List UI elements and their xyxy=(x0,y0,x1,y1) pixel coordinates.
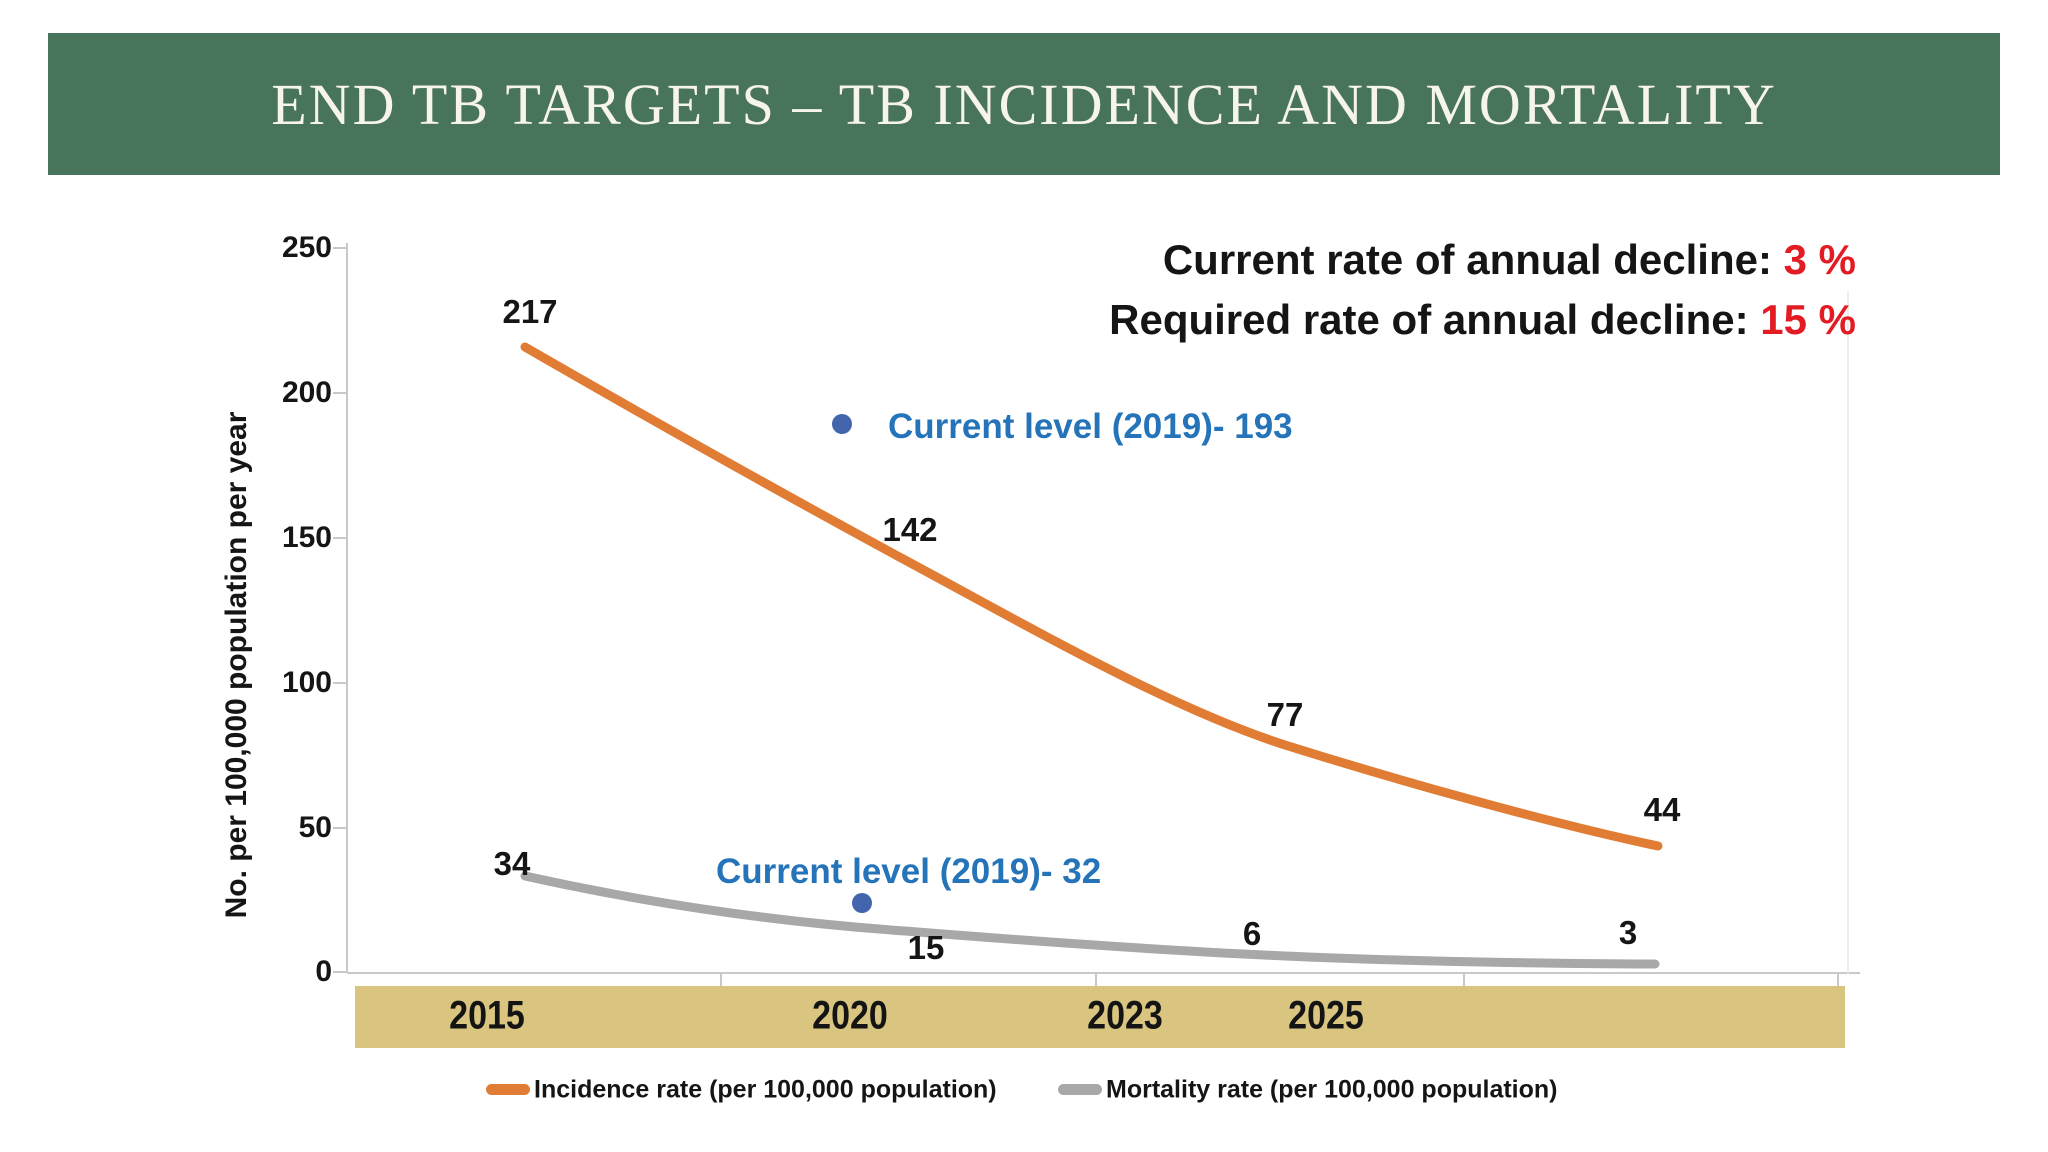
required-rate-value: 15 % xyxy=(1760,296,1856,343)
y-tick-label: 200 xyxy=(281,376,332,409)
page-title: END TB TARGETS – TB INCIDENCE AND MORTAL… xyxy=(271,71,1777,137)
incidence-label-end: 44 xyxy=(1643,791,1681,828)
mortality-legend-swatch xyxy=(1058,1084,1102,1095)
current-rate-label: Current rate of annual decline: xyxy=(1162,236,1784,283)
y-tick-label: 100 xyxy=(281,666,332,699)
x-tick-label-2025: 2025 xyxy=(1288,993,1364,1038)
incidence-label-2015: 217 xyxy=(502,293,558,330)
x-axis-band xyxy=(355,986,1845,1048)
y-tick-label: 250 xyxy=(281,231,332,264)
mortality-label-end: 3 xyxy=(1618,914,1638,951)
x-tick-label-2020: 2020 xyxy=(812,993,888,1038)
mortality-2019-marker-label: Current level (2019)- 32 xyxy=(716,852,1102,891)
current-rate-value: 3 % xyxy=(1783,236,1856,283)
mortality-label-2025: 6 xyxy=(1242,915,1262,952)
mortality-legend-label: Mortality rate (per 100,000 population) xyxy=(1106,1075,1558,1104)
x-tick-label-2023: 2023 xyxy=(1087,993,1163,1038)
mortality-2019-marker-dot xyxy=(852,893,872,913)
current-rate-annotation: Current rate of annual decline: 3 % xyxy=(1163,236,1856,284)
y-tick-label: 50 xyxy=(298,811,332,844)
mortality-label-2020: 15 xyxy=(907,929,945,966)
required-rate-label: Required rate of annual decline: xyxy=(1109,296,1761,343)
incidence-2019-marker-dot xyxy=(832,414,852,434)
incidence-label-2025: 77 xyxy=(1266,696,1304,733)
mortality-line xyxy=(520,871,1660,969)
title-banner: END TB TARGETS – TB INCIDENCE AND MORTAL… xyxy=(48,33,2000,175)
x-tick-label-2015: 2015 xyxy=(449,993,525,1038)
mortality-label-2015: 34 xyxy=(493,845,531,882)
incidence-legend-swatch xyxy=(486,1084,530,1095)
y-axis-title: No. per 100,000 population per year xyxy=(220,411,253,919)
y-tick-label: 150 xyxy=(281,521,332,554)
y-tick-label: 0 xyxy=(315,955,332,988)
incidence-legend-label: Incidence rate (per 100,000 population) xyxy=(534,1075,997,1104)
incidence-line xyxy=(520,342,1663,851)
incidence-label-2020: 142 xyxy=(882,511,938,548)
required-rate-annotation: Required rate of annual decline: 15 % xyxy=(1109,296,1856,344)
incidence-2019-marker-label: Current level (2019)- 193 xyxy=(888,407,1293,446)
